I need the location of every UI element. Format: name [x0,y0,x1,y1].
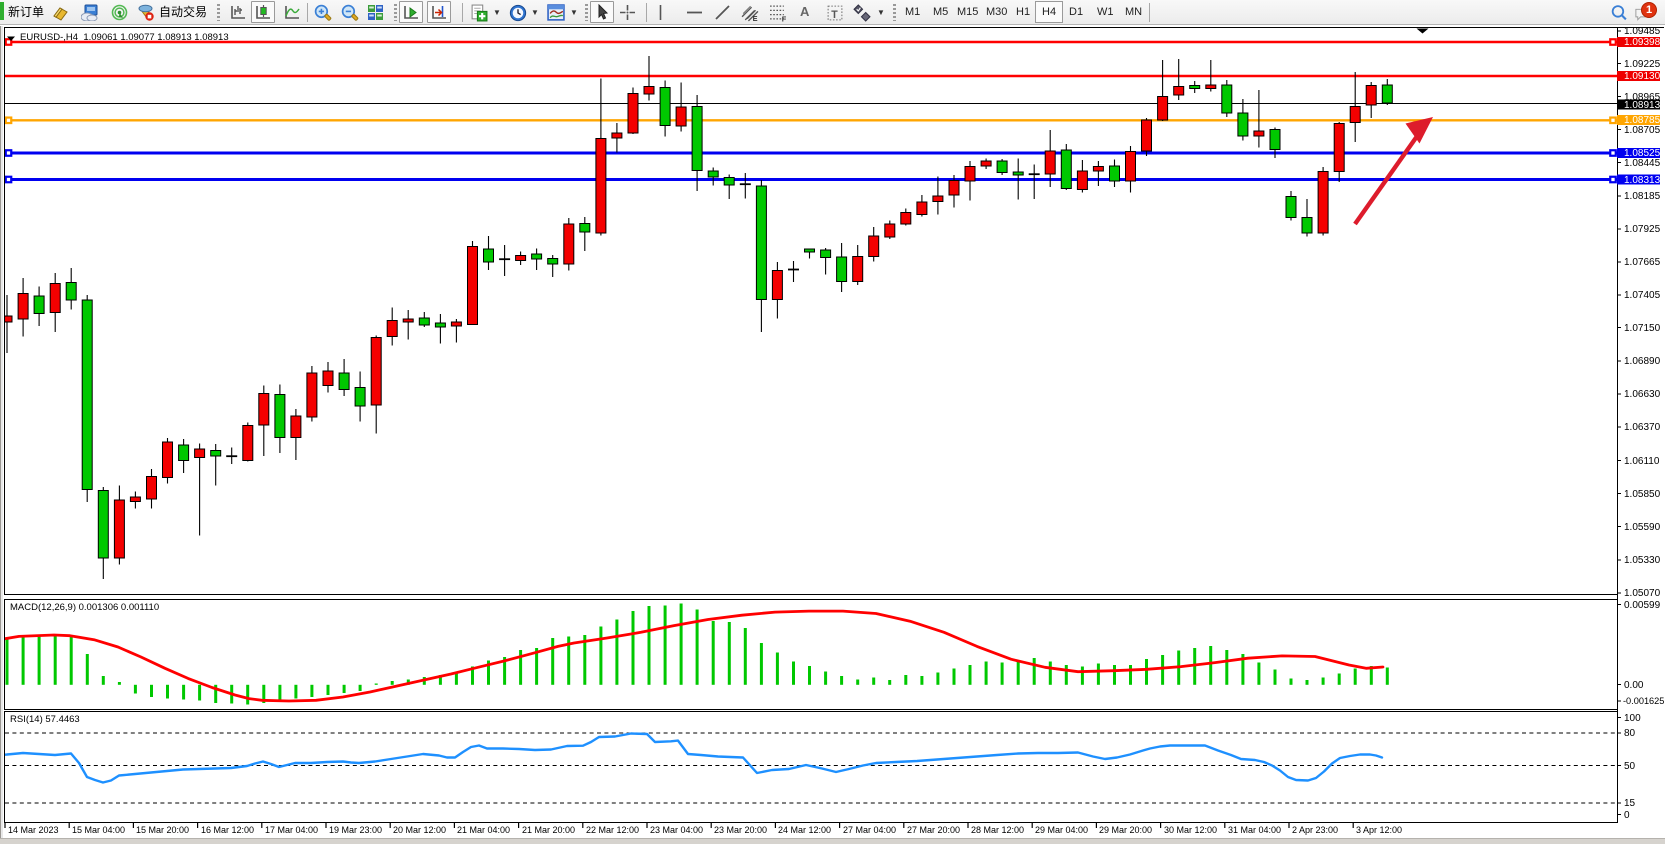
svg-text:F: F [782,14,787,22]
svg-text:E: E [753,14,758,22]
svg-text:T: T [831,9,838,21]
